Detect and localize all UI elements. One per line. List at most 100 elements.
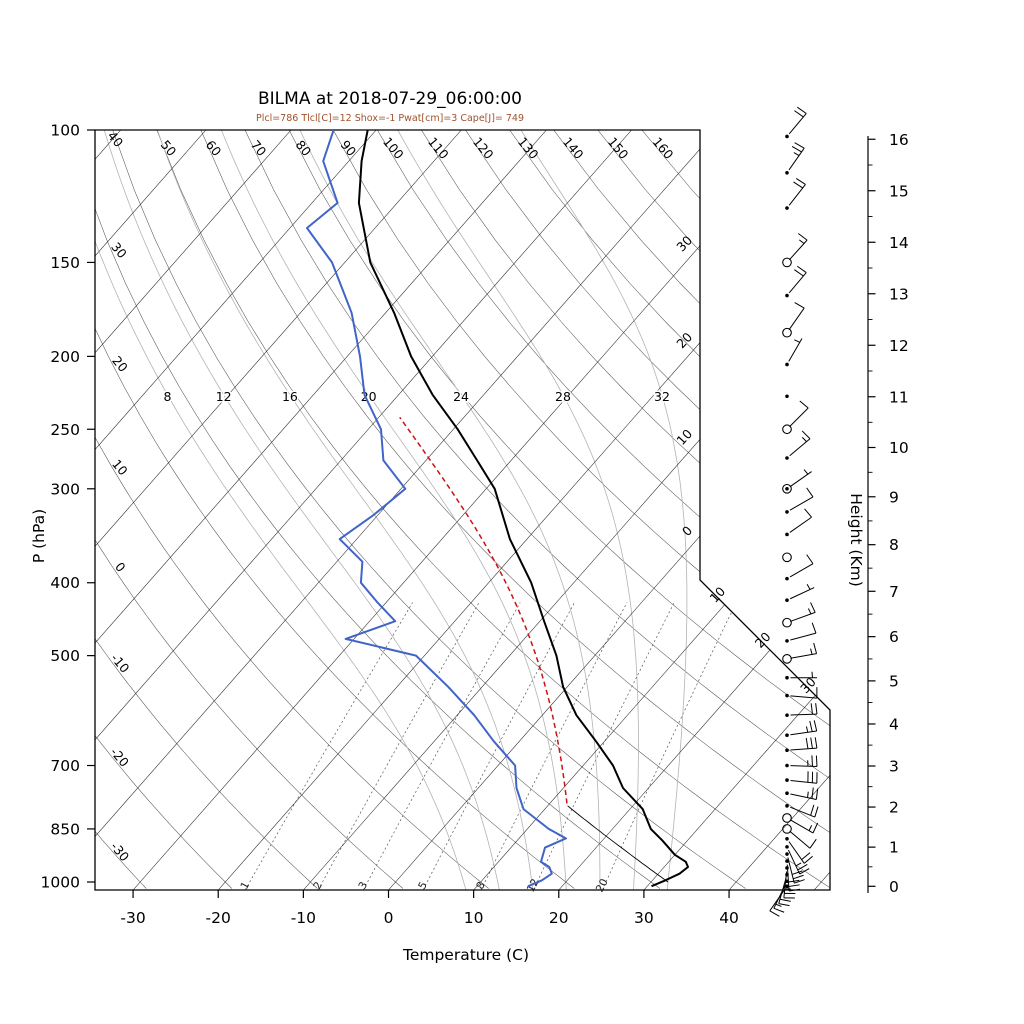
pressure-tick-label: 400 (50, 574, 80, 592)
height-tick-label: 5 (889, 672, 899, 690)
wind-barbs (769, 106, 819, 917)
wind-barb (782, 469, 812, 494)
temperature-tick-label: -10 (291, 909, 316, 927)
isotherm-right-label: 10 (673, 426, 695, 448)
dry-adiabat-left-label: -10 (108, 651, 133, 676)
wind-barb (782, 813, 819, 834)
height-tick-label: 9 (889, 488, 899, 506)
pressure-tick-label: 500 (50, 647, 80, 665)
pressure-tick-label: 300 (50, 480, 80, 498)
wind-barb (782, 602, 816, 628)
mixing-ratio-lines (244, 602, 737, 890)
wind-barb (785, 622, 817, 643)
plot-border (94, 129, 831, 891)
height-tick-label: 10 (889, 439, 909, 457)
moist-adiabat-label: 28 (555, 389, 571, 404)
temperature-tick-label: 0 (384, 909, 394, 927)
wind-barb (785, 265, 807, 298)
pressure-tick-label: 200 (50, 348, 80, 366)
wind-barb (785, 338, 803, 367)
isotherm-diagonal-label: 20 (752, 629, 774, 651)
dry-adiabat-top-label: 140 (560, 134, 587, 162)
height-tick-label: 6 (889, 628, 899, 646)
dry-adiabat-top-label: 120 (470, 134, 497, 162)
wind-barb (782, 824, 817, 849)
wind-barb (785, 852, 805, 884)
moist-adiabat-label: 32 (654, 389, 670, 404)
wind-barb (782, 400, 809, 435)
dry-adiabat-left-label: 20 (109, 353, 131, 375)
wind-barb (785, 430, 811, 460)
temperature-tick-label: -20 (206, 909, 231, 927)
isotherm-diagonal-label: 10 (707, 584, 729, 606)
wind-barb (785, 554, 814, 581)
wind-barb (785, 771, 818, 784)
pressure-tick-label: 150 (50, 254, 80, 272)
wind-barb (785, 394, 789, 399)
height-tick-label: 16 (889, 131, 909, 149)
height-tick-label: 2 (889, 799, 899, 817)
temperature-tick-label: 10 (464, 909, 484, 927)
isotherm-right-label: 30 (673, 233, 695, 255)
temperature-tick-label: 20 (549, 909, 569, 927)
wind-barb (782, 552, 792, 563)
temperature-tick-label: 30 (634, 909, 654, 927)
wind-barb (785, 845, 810, 875)
dry-adiabat-top-label: 80 (293, 137, 315, 159)
wind-barb (785, 671, 817, 680)
wind-barb (785, 787, 819, 800)
isotherm-right-label: 0 (679, 523, 695, 539)
wind-barb (785, 584, 815, 603)
wind-barb (785, 142, 805, 175)
height-tick-label: 4 (889, 715, 899, 733)
dry-adiabat-left-label: 10 (109, 456, 131, 478)
wind-barb (782, 642, 818, 664)
dry-adiabat-top-label: 160 (650, 134, 677, 162)
moist-adiabat-label: 8 (164, 389, 172, 404)
wind-barb (785, 720, 818, 738)
wind-barb (769, 884, 789, 917)
height-tick-label: 8 (889, 536, 899, 554)
moist-adiabat-label: 16 (282, 389, 298, 404)
height-tick-label: 11 (889, 388, 909, 406)
height-tick-label: 7 (889, 583, 899, 601)
mixing-ratio-label: 1 (238, 880, 252, 892)
wind-barb (785, 178, 806, 210)
dry-adiabat-left-label: 0 (112, 559, 129, 575)
dry-adiabat-top-label: 60 (203, 137, 225, 159)
wind-barb (785, 106, 807, 139)
mixing-ratio-label: 2 (311, 880, 325, 892)
pressure-axis-label: P (hPa) (30, 509, 48, 563)
wind-barb (785, 804, 819, 818)
height-tick-label: 12 (889, 337, 909, 355)
dry-adiabat-left-label: 30 (108, 239, 130, 261)
wind-barb (782, 233, 808, 268)
moist-adiabat-label: 12 (216, 389, 232, 404)
chart-subtitle: Plcl=786 Tlcl[C]=12 Shox=-1 Pwat[cm]=3 C… (256, 113, 524, 124)
mixing-ratio-label: 5 (416, 880, 430, 892)
height-tick-label: 15 (889, 182, 909, 200)
height-tick-label: 1 (889, 839, 899, 857)
dry-adiabat-left-label: 40 (105, 128, 127, 150)
height-axis-label: Height (Km) (847, 493, 865, 587)
height-tick-label: 3 (889, 758, 899, 776)
mixing-ratio-label: 3 (356, 880, 370, 892)
dry-adiabat-top-label: 90 (338, 137, 360, 159)
height-tick-label: 0 (889, 878, 899, 896)
x-axis-label: Temperature (C) (402, 946, 529, 964)
height-tick-label: 13 (889, 285, 909, 303)
moist-adiabat-lines (95, 130, 688, 890)
temperature-curve (357, 130, 689, 888)
chart-title: BILMA at 2018-07-29_06:00:00 (258, 89, 522, 109)
mixing-ratio-label: 12 (525, 877, 542, 894)
dry-adiabat-top-label: 150 (605, 134, 632, 162)
height-tick-label: 14 (889, 234, 909, 252)
dry-adiabat-top-label: 130 (515, 134, 542, 162)
mixing-ratio-label: 8 (474, 880, 488, 892)
wind-barb (782, 302, 805, 338)
dry-adiabat-left-label: -30 (108, 839, 133, 864)
dry-adiabat-top-label: 110 (425, 134, 452, 162)
